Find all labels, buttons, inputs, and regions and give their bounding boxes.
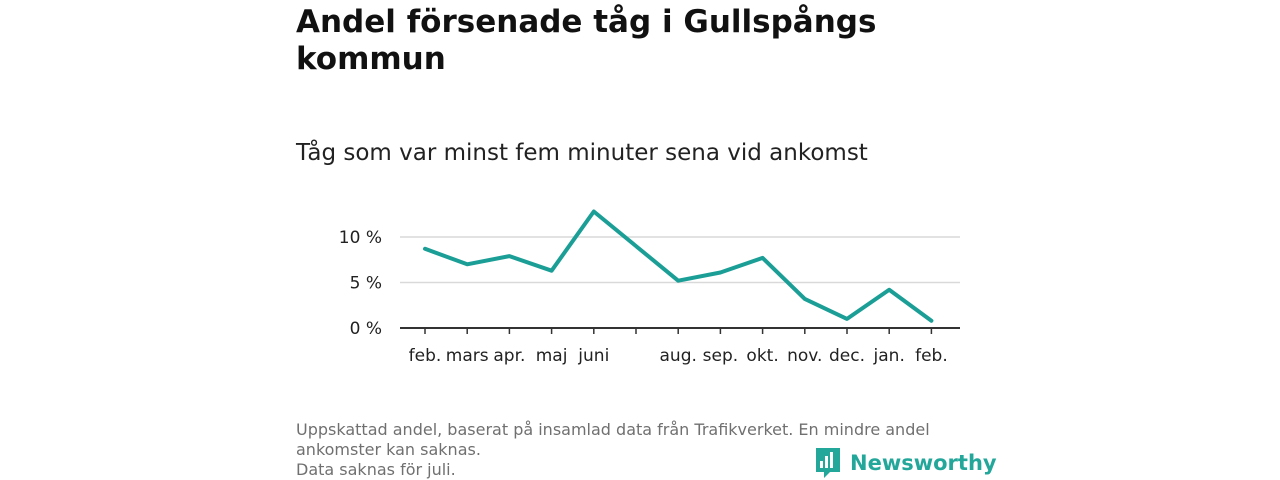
- data-point: [887, 288, 891, 292]
- brand-name: Newsworthy: [850, 451, 997, 475]
- chart-card: Andel försenade tåg i Gullspångs kommun …: [296, 0, 997, 480]
- footer-missing-data: Data saknas för juli.: [296, 460, 456, 479]
- data-point: [929, 319, 933, 323]
- data-point: [761, 256, 765, 260]
- footer-note: Uppskattad andel, baserat på insamlad da…: [296, 420, 930, 459]
- data-point: [592, 210, 596, 214]
- data-point: [507, 254, 511, 258]
- y-tick-label: 0 %: [350, 319, 382, 339]
- chart-footer: Uppskattad andel, baserat på insamlad da…: [296, 420, 986, 480]
- newsworthy-logo-icon: [816, 448, 840, 478]
- data-point: [718, 270, 722, 274]
- x-tick-label: jan.: [873, 346, 905, 366]
- series-line: [423, 209, 934, 323]
- chart-subtitle: Tåg som var minst fem minuter sena vid a…: [296, 140, 868, 166]
- chart-title: Andel försenade tåg i Gullspångs kommun: [296, 4, 877, 77]
- x-tick-label: dec.: [829, 346, 865, 366]
- x-tick-label: mars: [446, 346, 489, 366]
- x-tick-label: apr.: [493, 346, 525, 366]
- x-tick-label: nov.: [787, 346, 822, 366]
- x-tick-label: maj: [536, 346, 568, 366]
- data-point: [845, 317, 849, 321]
- x-tick-label: sep.: [703, 346, 739, 366]
- x-tick-label: feb.: [409, 346, 442, 366]
- data-point: [423, 247, 427, 251]
- data-point: [676, 279, 680, 283]
- x-tick-label: okt.: [746, 346, 778, 366]
- x-tick-label: aug.: [660, 346, 697, 366]
- x-tick-label: juni: [577, 346, 609, 366]
- line-chart: 0 %5 %10 %feb. mars apr. maj juni aug. sep. okt…: [339, 209, 960, 366]
- x-tick-label: feb.: [915, 346, 948, 366]
- brand-logo: Newsworthy: [814, 446, 997, 480]
- data-point: [803, 297, 807, 301]
- data-point: [465, 262, 469, 266]
- y-tick-label: 5 %: [350, 274, 382, 294]
- data-point: [550, 269, 554, 273]
- y-tick-label: 10 %: [339, 228, 382, 248]
